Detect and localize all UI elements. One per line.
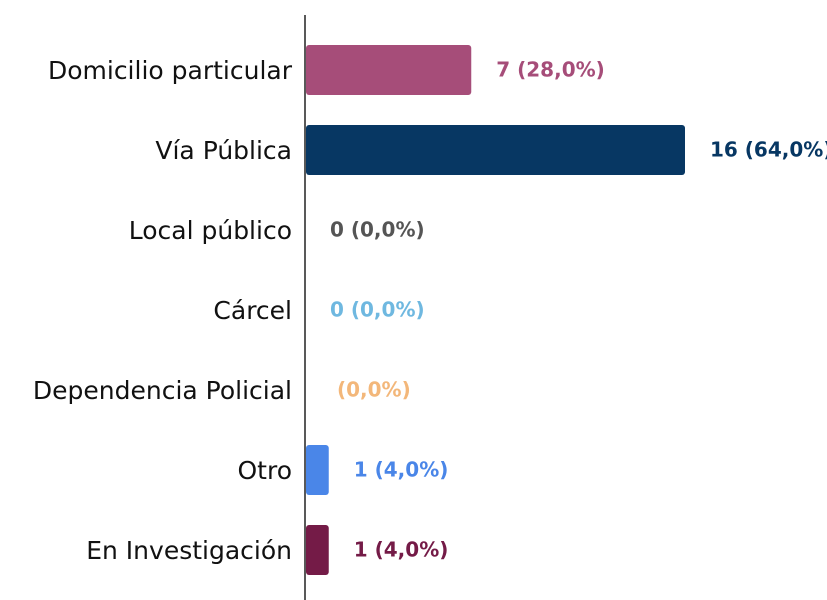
category-label: Vía Pública xyxy=(155,136,292,165)
category-label: Otro xyxy=(237,456,292,485)
category-label: Domicilio particular xyxy=(48,56,293,85)
category-label: Cárcel xyxy=(213,296,292,325)
value-label: 1 (4,0%) xyxy=(354,458,449,482)
category-label: En Investigación xyxy=(86,536,292,565)
value-label: (0,0%) xyxy=(330,378,411,402)
value-label: 1 (4,0%) xyxy=(354,538,449,562)
bar xyxy=(306,125,685,175)
category-label: Dependencia Policial xyxy=(33,376,292,405)
value-label: 0 (0,0%) xyxy=(330,298,425,322)
value-label: 7 (28,0%) xyxy=(496,58,605,82)
bar xyxy=(306,45,472,95)
bar xyxy=(306,445,329,495)
value-label: 0 (0,0%) xyxy=(330,218,425,242)
category-label: Local público xyxy=(129,216,292,245)
value-label: 16 (64,0%) xyxy=(710,138,827,162)
bar xyxy=(306,525,329,575)
